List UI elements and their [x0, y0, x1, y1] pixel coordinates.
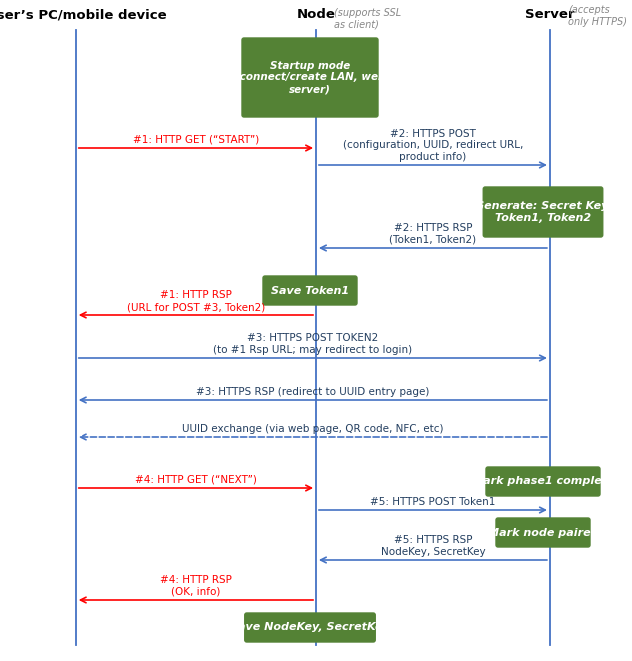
Text: #4: HTTP GET (“NEXT”): #4: HTTP GET (“NEXT”) [135, 475, 257, 485]
Text: UUID exchange (via web page, QR code, NFC, etc): UUID exchange (via web page, QR code, NF… [182, 424, 444, 434]
Text: (accepts
only HTTPS): (accepts only HTTPS) [568, 5, 627, 26]
Text: #5: HTTPS POST Token1: #5: HTTPS POST Token1 [370, 497, 495, 507]
Text: #3: HTTPS POST TOKEN2
(to #1 Rsp URL; may redirect to login): #3: HTTPS POST TOKEN2 (to #1 Rsp URL; ma… [213, 333, 413, 355]
Text: Node: Node [296, 8, 336, 21]
FancyBboxPatch shape [483, 187, 603, 237]
Text: Server: Server [525, 8, 574, 21]
Text: #5: HTTPS RSP
NodeKey, SecretKey: #5: HTTPS RSP NodeKey, SecretKey [380, 535, 485, 557]
Text: #3: HTTPS RSP (redirect to UUID entry page): #3: HTTPS RSP (redirect to UUID entry pa… [196, 387, 430, 397]
Text: Mark node paired: Mark node paired [488, 527, 599, 537]
Text: Save Token1: Save Token1 [271, 286, 349, 295]
FancyBboxPatch shape [242, 38, 378, 117]
Text: Save NodeKey, SecretKey: Save NodeKey, SecretKey [230, 623, 390, 633]
FancyBboxPatch shape [245, 613, 375, 642]
Text: Mark phase1 complete: Mark phase1 complete [471, 477, 614, 486]
Text: User’s PC/mobile device: User’s PC/mobile device [0, 8, 166, 21]
FancyBboxPatch shape [263, 276, 357, 305]
FancyBboxPatch shape [496, 518, 590, 547]
FancyBboxPatch shape [486, 467, 600, 496]
Text: (supports SSL
as client): (supports SSL as client) [334, 8, 401, 30]
Text: #2: HTTPS RSP
(Token1, Token2): #2: HTTPS RSP (Token1, Token2) [389, 223, 477, 245]
Text: #4: HTTP RSP
(OK, info): #4: HTTP RSP (OK, info) [160, 575, 232, 597]
Text: #1: HTTP RSP
(URL for POST #3, Token2): #1: HTTP RSP (URL for POST #3, Token2) [127, 290, 265, 312]
Text: Generate: Secret Key,
Token1, Token2: Generate: Secret Key, Token1, Token2 [475, 201, 611, 223]
Text: #2: HTTPS POST
(configuration, UUID, redirect URL,
product info): #2: HTTPS POST (configuration, UUID, red… [343, 129, 523, 162]
Text: Startup mode
(connect/create LAN, web
server): Startup mode (connect/create LAN, web se… [235, 61, 385, 94]
Text: #1: HTTP GET (“START”): #1: HTTP GET (“START”) [133, 135, 259, 145]
